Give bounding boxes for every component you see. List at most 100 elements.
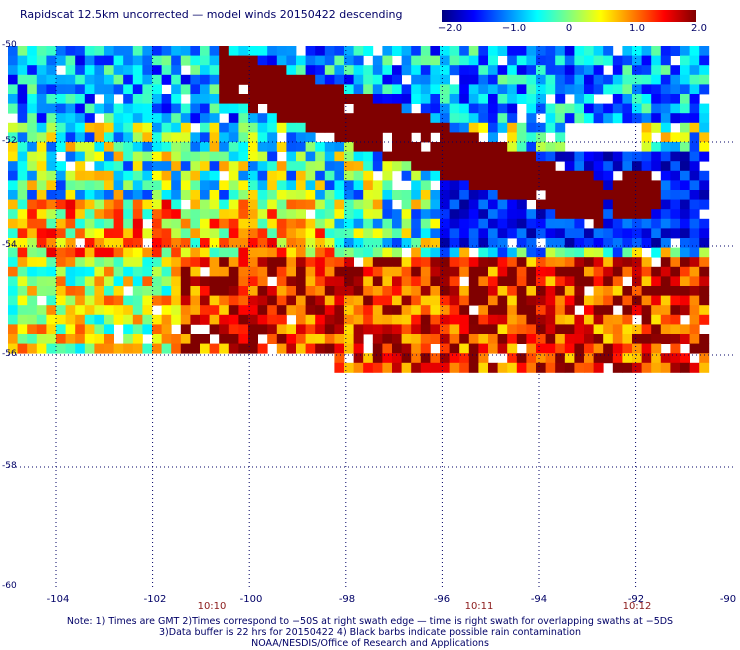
data-cell <box>8 65 18 76</box>
data-cell <box>344 113 354 124</box>
data-cell <box>411 286 422 296</box>
data-cell <box>65 209 76 220</box>
data-cell <box>651 343 662 354</box>
data-cell <box>132 209 143 220</box>
data-cell <box>219 266 230 277</box>
data-cell <box>315 286 326 296</box>
data-cell <box>267 305 278 316</box>
data-cell <box>372 305 383 316</box>
data-cell <box>180 84 191 95</box>
data-cell <box>104 247 114 258</box>
data-cell <box>257 295 268 306</box>
data-cell <box>449 151 460 162</box>
data-cell <box>488 314 498 325</box>
colorbar <box>442 10 696 22</box>
data-cell <box>699 65 710 76</box>
data-cell <box>564 46 575 56</box>
data-cell <box>526 142 537 152</box>
data-cell <box>651 362 662 373</box>
data-cell <box>248 324 258 335</box>
data-cell <box>94 55 105 66</box>
data-cell <box>363 113 374 124</box>
data-cell <box>382 305 393 316</box>
data-cell <box>440 151 450 162</box>
data-cell <box>344 55 354 66</box>
data-cell <box>670 353 681 364</box>
data-cell <box>382 170 393 181</box>
data-cell <box>488 238 498 248</box>
data-cell <box>248 94 258 104</box>
data-cell <box>478 161 489 172</box>
data-cell <box>564 180 575 191</box>
data-cell <box>660 324 671 335</box>
data-cell <box>459 142 470 152</box>
data-cell <box>507 286 518 296</box>
data-cell <box>555 190 566 200</box>
data-cell <box>46 286 57 296</box>
data-cell <box>27 65 38 76</box>
data-cell <box>516 324 527 335</box>
data-cell <box>411 190 422 200</box>
data-cell <box>545 122 556 133</box>
data-cell <box>219 103 230 114</box>
data-cell <box>372 286 383 296</box>
data-cell <box>430 353 441 364</box>
data-cell <box>353 362 364 373</box>
data-cell <box>65 324 76 335</box>
data-cell <box>113 46 124 56</box>
data-cell <box>363 247 374 258</box>
data-cell <box>161 55 172 66</box>
data-cell <box>526 190 537 200</box>
data-cell <box>161 286 172 296</box>
data-cell <box>468 353 479 364</box>
data-cell <box>65 74 76 85</box>
data-cell <box>411 94 422 104</box>
data-cell <box>190 132 201 143</box>
data-cell <box>334 113 345 124</box>
data-cell <box>123 343 134 354</box>
data-cell <box>17 113 28 124</box>
data-cell <box>228 170 239 181</box>
data-cell <box>238 151 249 162</box>
data-cell <box>142 286 153 296</box>
data-cell <box>171 151 182 162</box>
data-cell <box>680 65 690 76</box>
data-cell <box>334 55 345 66</box>
data-cell <box>488 103 498 114</box>
data-cell <box>238 334 249 344</box>
data-cell <box>171 74 182 85</box>
data-cell <box>267 334 278 344</box>
data-cell <box>161 209 172 220</box>
data-cell <box>449 55 460 66</box>
data-cell <box>267 295 278 306</box>
data-cell <box>440 228 450 239</box>
data-cell <box>84 266 95 277</box>
data-cell <box>305 257 316 268</box>
data-cell <box>94 132 105 143</box>
data-cell <box>689 46 700 56</box>
data-cell <box>132 46 143 56</box>
data-cell <box>104 122 114 133</box>
data-cell <box>17 209 28 220</box>
data-cell <box>497 295 508 306</box>
data-cell <box>296 257 306 268</box>
data-cell <box>382 74 393 85</box>
data-cell <box>104 305 114 316</box>
data-cell <box>132 218 143 229</box>
data-cell <box>440 286 450 296</box>
data-cell <box>171 228 182 239</box>
data-cell <box>660 46 671 56</box>
data-cell <box>238 257 249 268</box>
data-cell <box>507 324 518 335</box>
data-cell <box>315 122 326 133</box>
data-cell <box>699 334 710 344</box>
data-cell <box>574 180 585 191</box>
data-cell <box>324 334 335 344</box>
data-cell <box>152 132 162 143</box>
data-cell <box>190 84 201 95</box>
data-cell <box>267 199 278 210</box>
data-cell <box>507 113 518 124</box>
data-cell <box>516 353 527 364</box>
data-cell <box>536 74 546 85</box>
data-cell <box>468 324 479 335</box>
